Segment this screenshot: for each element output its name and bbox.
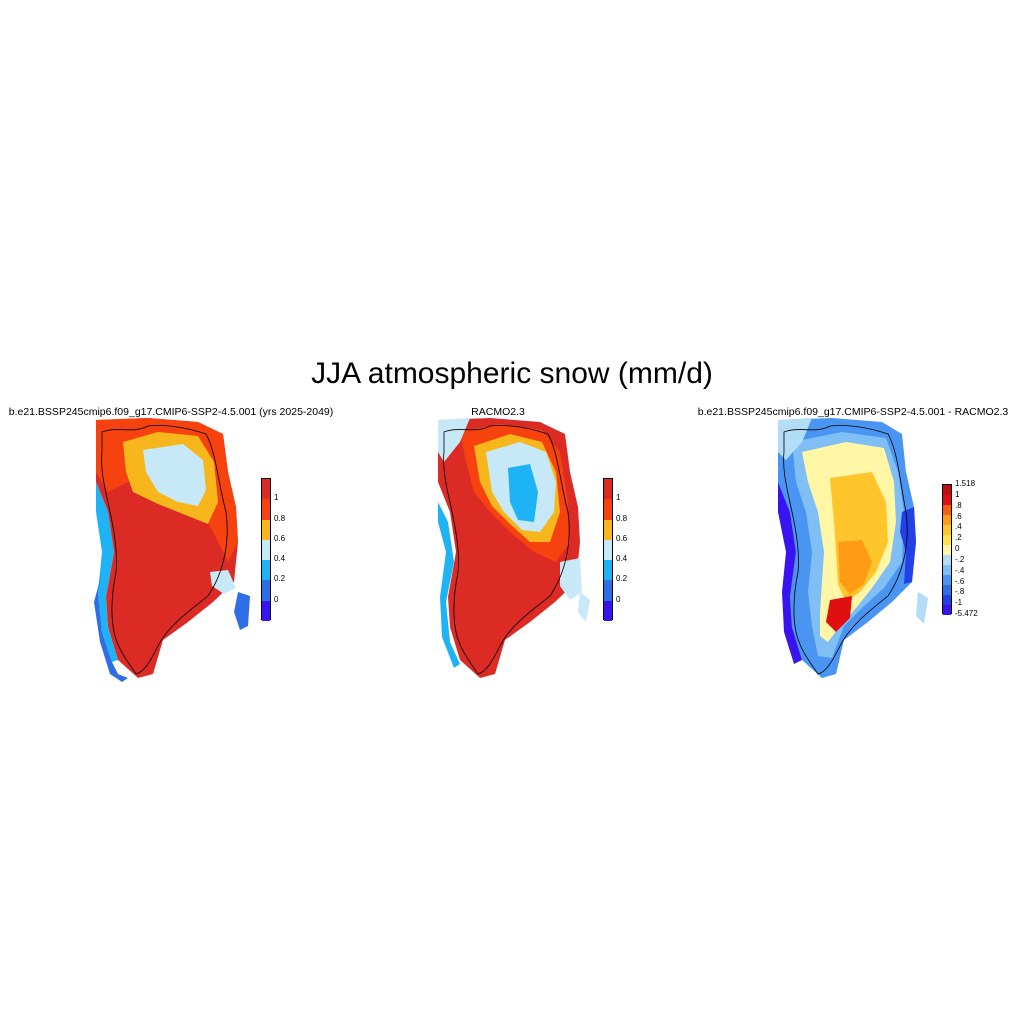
- panel-3-map: [778, 418, 928, 678]
- colorbar-label: 1.518: [955, 479, 976, 488]
- panel-1-title: b.e21.BSSP245cmip6.f09_g17.CMIP6-SSP2-4.…: [8, 406, 334, 418]
- colorbar-swatch: [262, 519, 270, 540]
- colorbar-swatch: [604, 519, 612, 540]
- colorbar-swatch: [604, 580, 612, 601]
- panel-2-title: RACMO2.3: [471, 406, 525, 418]
- colorbar-label: 0.2: [616, 574, 628, 584]
- colorbar-swatch: [262, 600, 270, 621]
- coastline: [783, 425, 908, 675]
- colorbar-label: 0.4: [274, 554, 286, 564]
- colorbar-box: [603, 478, 613, 621]
- colorbar-swatch: [604, 600, 612, 621]
- colorbar-label: -.4: [955, 565, 965, 575]
- colorbar-label: 0: [274, 594, 279, 604]
- colorbar-swatch: [943, 555, 951, 565]
- greenland-field: [778, 418, 928, 678]
- colorbar-label: 0.8: [616, 513, 628, 523]
- colorbar-label: 0.6: [274, 533, 286, 543]
- colorbar-label: 0.4: [616, 554, 628, 564]
- colorbar-swatch: [943, 525, 951, 535]
- colorbar-label: .8: [955, 500, 962, 510]
- panel-2-map: [438, 418, 590, 678]
- colorbar-swatch: [943, 585, 951, 595]
- colorbar-swatch: [604, 499, 612, 520]
- colorbar-swatch: [943, 565, 951, 575]
- colorbar-label: 0: [616, 594, 621, 604]
- colorbar-label: -.8: [955, 587, 965, 597]
- greenland-field: [94, 418, 250, 682]
- colorbar-swatch: [262, 539, 270, 561]
- colorbar-swatch: [943, 605, 951, 615]
- colorbar-swatch: [943, 495, 951, 505]
- colorbar-swatch: [604, 560, 612, 581]
- colorbar-label: -.2: [955, 554, 965, 564]
- colorbar-label: 0.8: [274, 513, 286, 523]
- colorbar-swatch: [943, 575, 951, 585]
- panel-3-title: b.e21.BSSP245cmip6.f09_g17.CMIP6-SSP2-4.…: [697, 406, 1009, 418]
- colorbar-swatch: [262, 499, 270, 520]
- colorbar-swatch: [262, 479, 270, 500]
- colorbar-swatch: [262, 580, 270, 601]
- colorbar-swatch: [943, 535, 951, 545]
- colorbar-label: -5.472: [955, 609, 978, 618]
- coastline: [101, 425, 228, 675]
- colorbar-box: [942, 484, 952, 615]
- colorbar-box: [261, 478, 271, 621]
- colorbar-swatch: [943, 545, 951, 555]
- figure-title: JJA atmospheric snow (mm/d): [311, 357, 713, 390]
- panel-1-map: [94, 418, 250, 682]
- colorbar-label: 0.2: [274, 574, 286, 584]
- colorbar-label: 1: [274, 493, 279, 503]
- colorbar-label: -1: [955, 598, 963, 608]
- coastline: [443, 425, 570, 675]
- colorbar-label: 1: [955, 489, 960, 499]
- colorbar-label: 0.6: [616, 533, 628, 543]
- colorbar-swatch: [943, 515, 951, 525]
- colorbar-swatch: [943, 595, 951, 605]
- colorbar-swatch: [262, 560, 270, 581]
- colorbar-label: .6: [955, 511, 962, 521]
- colorbar-swatch: [604, 539, 612, 561]
- colorbar-swatch: [943, 505, 951, 515]
- colorbar-label: 0: [955, 544, 960, 553]
- colorbar-swatch: [943, 485, 951, 495]
- colorbar-label: .2: [955, 533, 962, 543]
- colorbar-swatch: [604, 479, 612, 500]
- colorbar-label: .4: [955, 522, 962, 532]
- colorbar-label: 1: [616, 493, 621, 503]
- colorbar-label: -.6: [955, 576, 965, 586]
- greenland-field: [438, 418, 590, 678]
